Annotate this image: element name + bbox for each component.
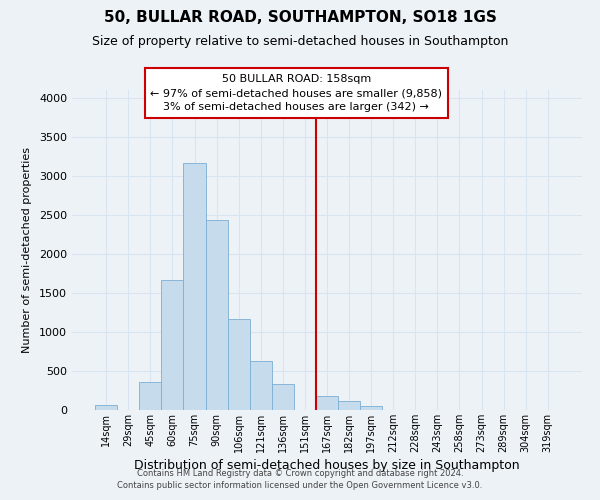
- X-axis label: Distribution of semi-detached houses by size in Southampton: Distribution of semi-detached houses by …: [134, 459, 520, 472]
- Y-axis label: Number of semi-detached properties: Number of semi-detached properties: [22, 147, 32, 353]
- Bar: [206, 220, 227, 410]
- Bar: [227, 320, 250, 410]
- Bar: [184, 162, 206, 410]
- Text: 50, BULLAR ROAD, SOUTHAMPTON, SO18 1GS: 50, BULLAR ROAD, SOUTHAMPTON, SO18 1GS: [104, 10, 496, 25]
- Bar: [161, 280, 184, 410]
- Bar: [316, 396, 338, 410]
- Bar: [95, 405, 117, 410]
- Bar: [338, 401, 360, 410]
- Bar: [272, 384, 294, 410]
- Text: Contains HM Land Registry data © Crown copyright and database right 2024.
Contai: Contains HM Land Registry data © Crown c…: [118, 468, 482, 490]
- Text: 50 BULLAR ROAD: 158sqm
← 97% of semi-detached houses are smaller (9,858)
3% of s: 50 BULLAR ROAD: 158sqm ← 97% of semi-det…: [151, 74, 442, 112]
- Text: Size of property relative to semi-detached houses in Southampton: Size of property relative to semi-detach…: [92, 35, 508, 48]
- Bar: [250, 361, 272, 410]
- Bar: [360, 406, 382, 410]
- Bar: [139, 382, 161, 410]
